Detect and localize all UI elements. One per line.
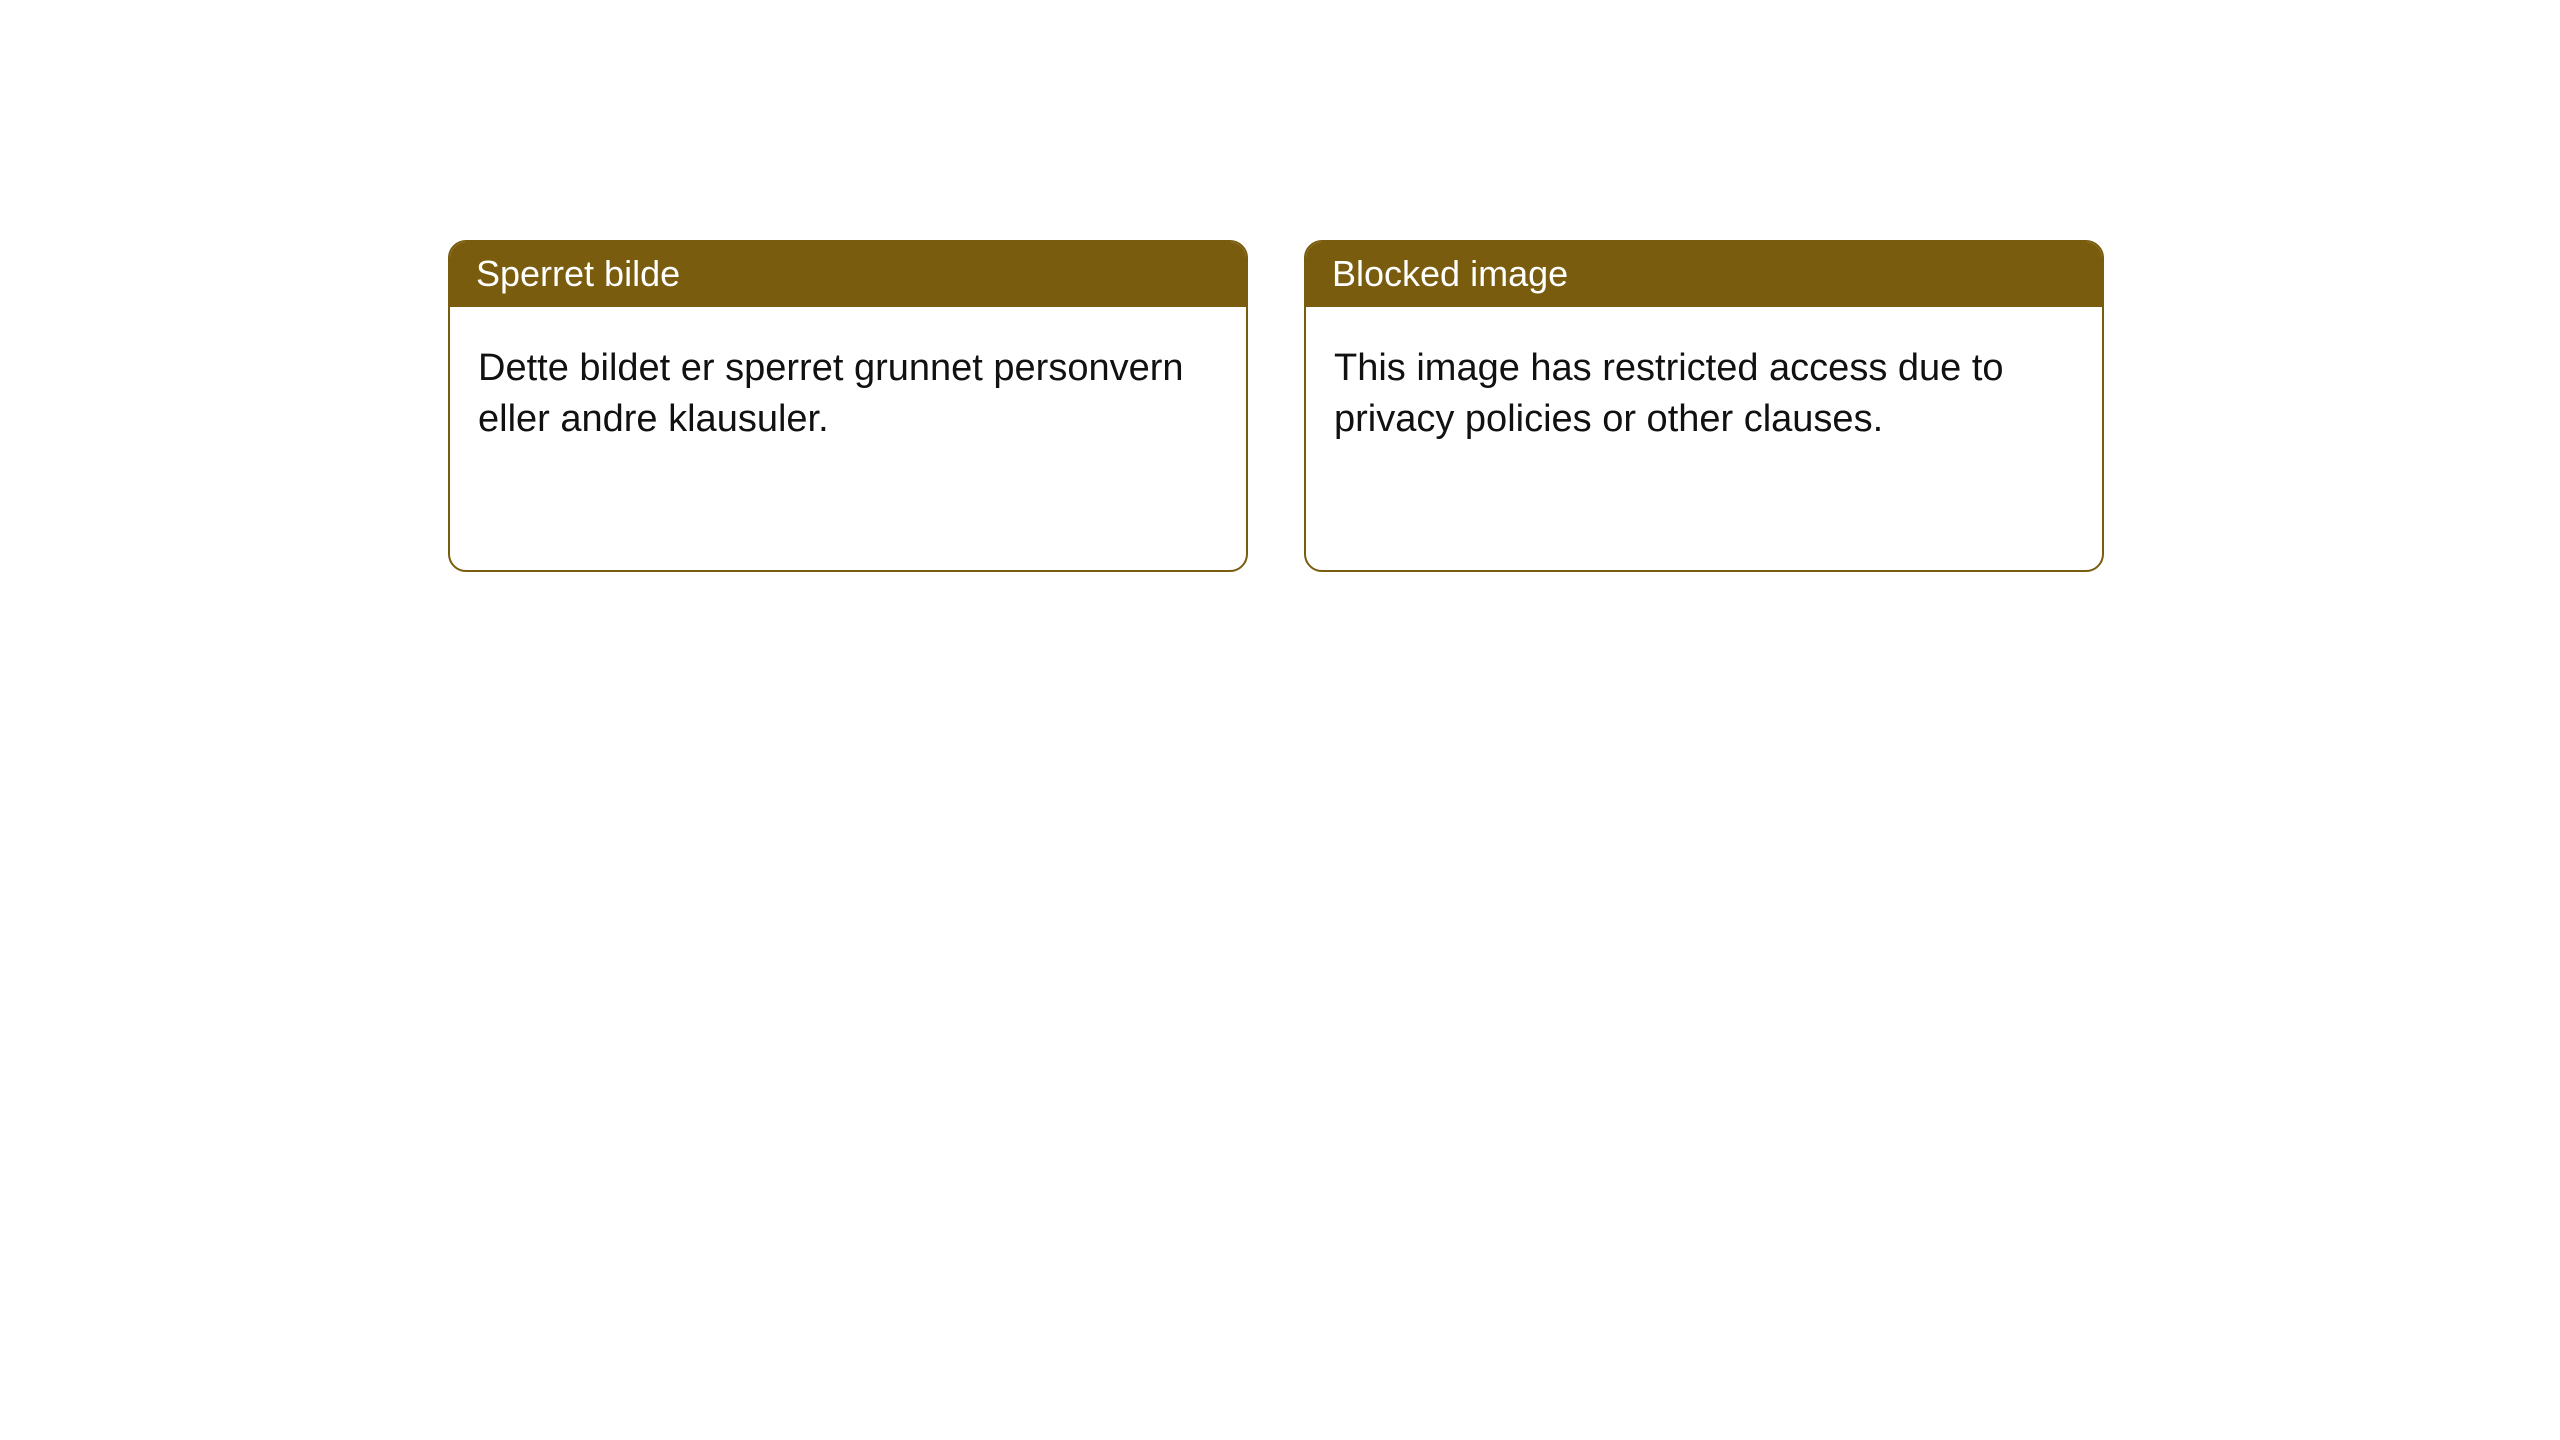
notice-card-norwegian: Sperret bilde Dette bildet er sperret gr… <box>448 240 1248 572</box>
notice-card-english: Blocked image This image has restricted … <box>1304 240 2104 572</box>
notice-title-norwegian: Sperret bilde <box>450 242 1246 307</box>
notice-body-norwegian: Dette bildet er sperret grunnet personve… <box>450 307 1246 481</box>
notice-container: Sperret bilde Dette bildet er sperret gr… <box>0 0 2560 572</box>
notice-title-english: Blocked image <box>1306 242 2102 307</box>
notice-body-english: This image has restricted access due to … <box>1306 307 2102 481</box>
